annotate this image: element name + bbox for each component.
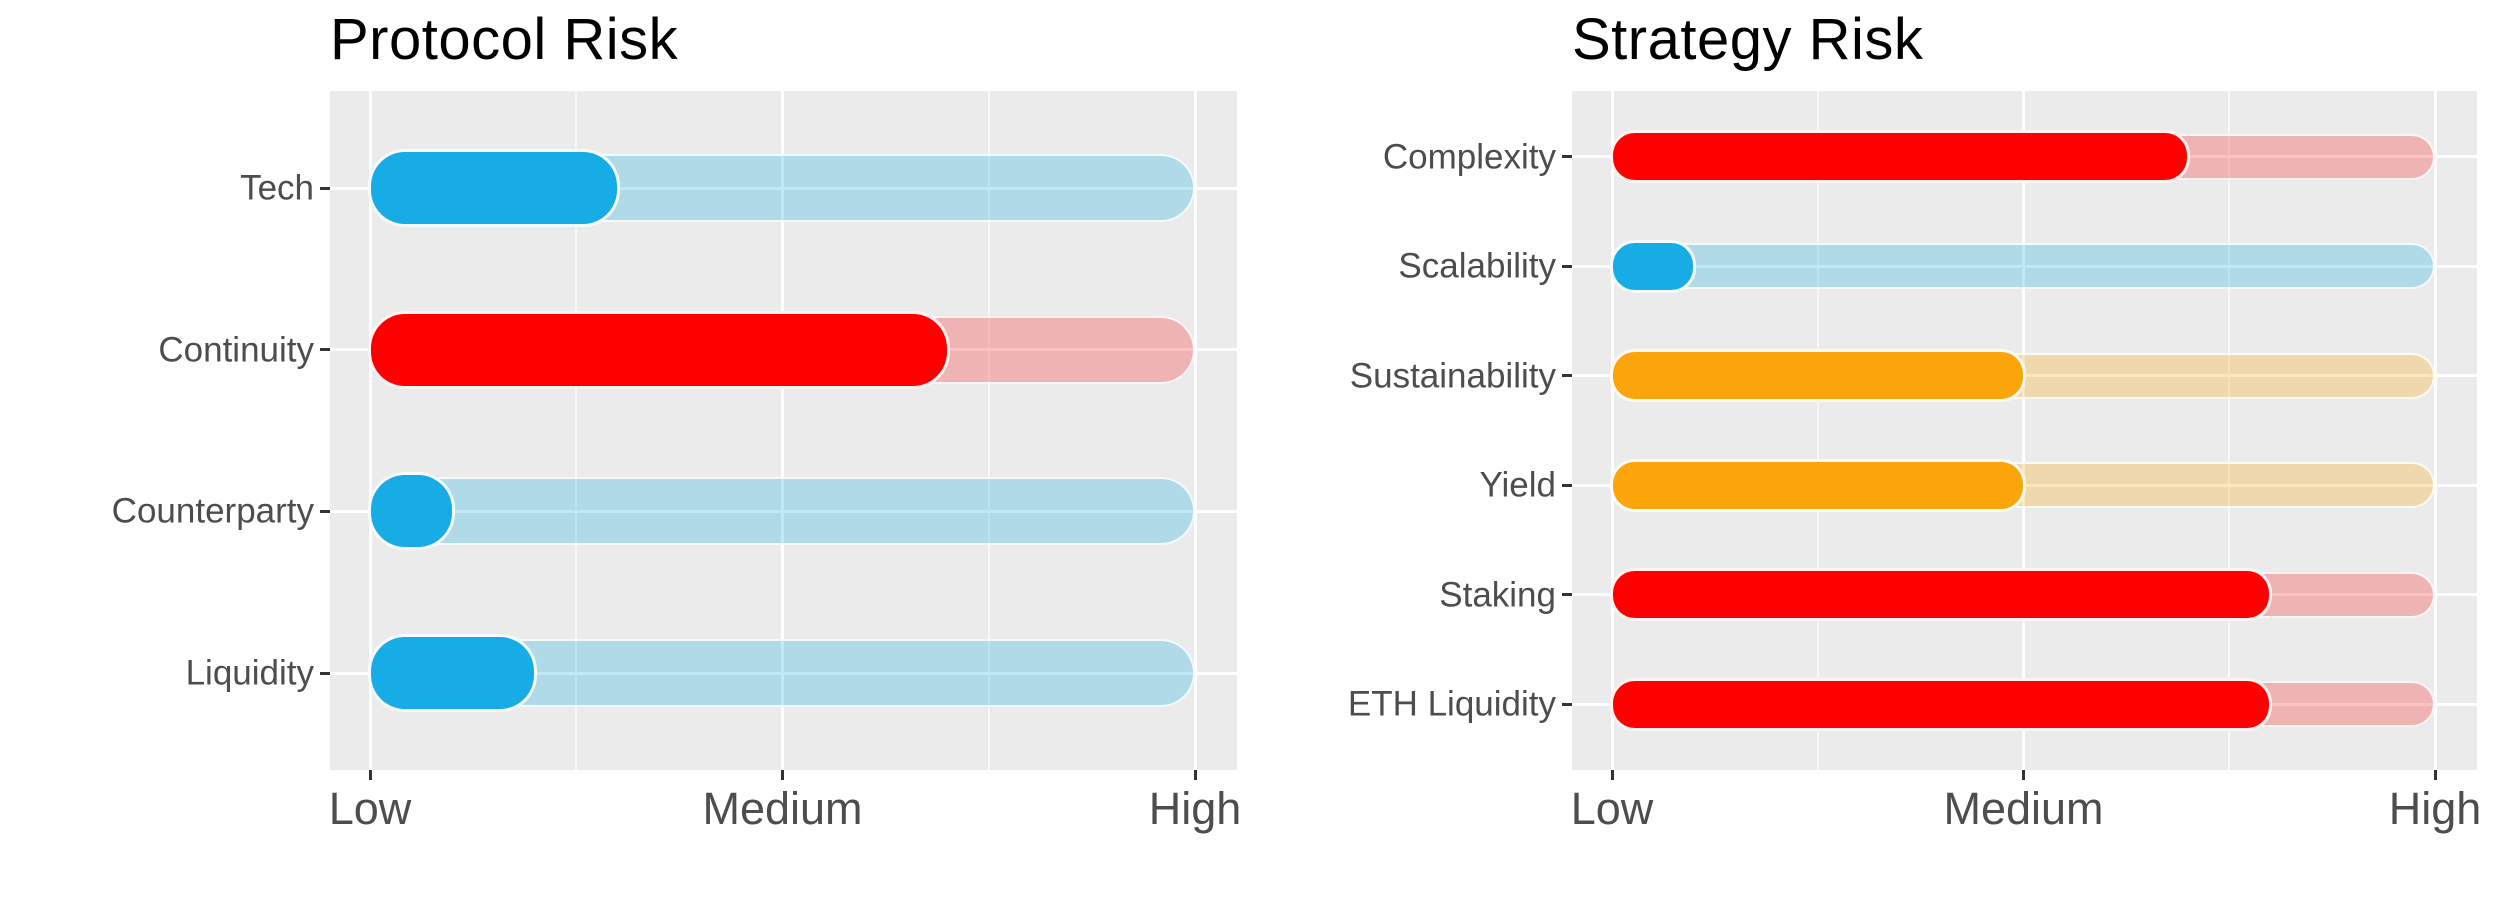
major-gridline-vertical bbox=[2022, 91, 2025, 770]
y-tick-label: Counterparty bbox=[111, 491, 314, 531]
bar-red bbox=[1610, 677, 2273, 731]
bar-blue bbox=[368, 472, 455, 551]
y-tick-label: Continuity bbox=[158, 330, 314, 370]
y-tick-mark bbox=[1562, 702, 1572, 706]
x-tick-mark bbox=[1610, 770, 1614, 780]
y-tick-mark bbox=[320, 509, 330, 513]
plot-panel bbox=[330, 91, 1237, 770]
y-tick-label: Scalability bbox=[1398, 246, 1556, 286]
bar-red bbox=[1610, 130, 2191, 184]
strategy-risk-chart: Strategy Risk Complexity Scalability Susta… bbox=[1250, 0, 2500, 900]
x-tick-label: Medium bbox=[1943, 783, 2104, 834]
y-tick-label: Sustainability bbox=[1349, 356, 1556, 396]
x-tick-mark bbox=[1193, 770, 1197, 780]
y-tick-mark bbox=[1562, 593, 1572, 597]
minor-gridline-vertical bbox=[575, 91, 578, 770]
bar-red bbox=[1610, 568, 2273, 622]
minor-gridline-vertical bbox=[1816, 91, 1819, 770]
major-gridline-vertical bbox=[1193, 91, 1197, 770]
bar-track-blue bbox=[1612, 243, 2435, 290]
x-tick-label: Low bbox=[1570, 783, 1654, 834]
x-tick-mark bbox=[2433, 770, 2437, 780]
bar-orange bbox=[1610, 349, 2026, 403]
bar-blue bbox=[368, 634, 537, 712]
bar-track-blue bbox=[370, 477, 1195, 546]
y-tick-label: Complexity bbox=[1382, 137, 1556, 177]
x-tick-label: Medium bbox=[702, 783, 863, 834]
x-tick-mark bbox=[368, 770, 372, 780]
y-tick-mark bbox=[1562, 155, 1572, 159]
y-tick-label: ETH Liquidity bbox=[1347, 684, 1556, 724]
minor-gridline-vertical bbox=[987, 91, 990, 770]
x-tick-label: Low bbox=[328, 783, 412, 834]
x-tick-mark bbox=[2022, 770, 2025, 780]
major-gridline-vertical bbox=[368, 91, 372, 770]
y-tick-mark bbox=[1562, 374, 1572, 378]
chart-title-strategy-risk: Strategy Risk bbox=[1572, 7, 1924, 72]
y-tick-mark bbox=[320, 348, 330, 352]
plot-panel bbox=[1572, 91, 2477, 770]
major-gridline-horizontal bbox=[330, 671, 1237, 675]
major-gridline-horizontal bbox=[330, 509, 1237, 513]
protocol-risk-chart: Protocol Risk Tech Continuity Counterparty… bbox=[111, 7, 1242, 834]
y-tick-mark bbox=[1562, 483, 1572, 487]
major-gridline-vertical bbox=[2433, 91, 2437, 770]
major-gridline-vertical bbox=[1610, 91, 1614, 770]
major-gridline-vertical bbox=[781, 91, 784, 770]
y-tick-label: Tech bbox=[240, 168, 314, 208]
chart-title-protocol-risk: Protocol Risk bbox=[330, 7, 679, 72]
bar-blue bbox=[1610, 239, 1697, 293]
x-tick-mark bbox=[781, 770, 784, 780]
y-tick-mark bbox=[320, 671, 330, 675]
bar-orange bbox=[1610, 458, 2026, 512]
major-gridline-horizontal bbox=[1572, 264, 2477, 268]
y-tick-label: Liquidity bbox=[185, 653, 314, 693]
x-tick-label: High bbox=[1148, 783, 1242, 834]
y-tick-mark bbox=[1562, 264, 1572, 268]
bar-red bbox=[368, 310, 950, 389]
x-tick-label: High bbox=[2388, 783, 2482, 834]
y-tick-label: Staking bbox=[1439, 575, 1556, 615]
y-tick-label: Yield bbox=[1479, 465, 1556, 505]
major-gridline-horizontal bbox=[330, 186, 1237, 190]
bar-blue bbox=[368, 149, 620, 227]
minor-gridline-vertical bbox=[2228, 91, 2231, 770]
y-tick-mark bbox=[320, 186, 330, 190]
